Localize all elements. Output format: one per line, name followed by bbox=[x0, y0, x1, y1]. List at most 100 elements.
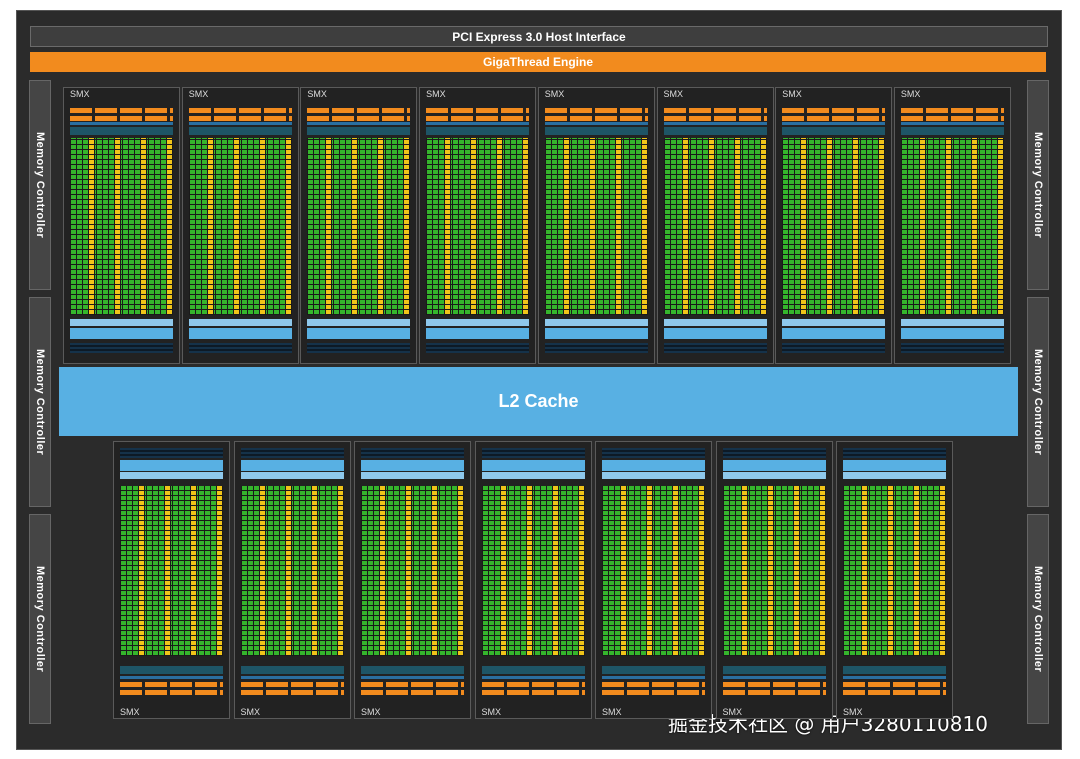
smx-orow bbox=[120, 690, 223, 695]
smx-cores bbox=[900, 138, 1004, 315]
smx-dark bbox=[900, 343, 1004, 353]
smx-orow bbox=[544, 116, 648, 121]
smx-tealbar bbox=[544, 127, 648, 135]
smx-orow bbox=[481, 690, 585, 695]
smx-dark bbox=[663, 343, 767, 353]
smx-cores bbox=[722, 486, 826, 656]
smx-trow bbox=[602, 676, 705, 679]
smx-bot-3: SMX bbox=[354, 441, 471, 719]
smx-label: SMX bbox=[70, 89, 90, 99]
smx-trow bbox=[481, 676, 585, 679]
smx-trow bbox=[426, 122, 530, 125]
smx-tealbar bbox=[602, 666, 705, 674]
smx-label: SMX bbox=[782, 89, 802, 99]
smx-cache2 bbox=[900, 328, 1004, 339]
smx-cache2 bbox=[544, 328, 648, 339]
smx-cores bbox=[120, 486, 223, 656]
smx-orow bbox=[602, 690, 705, 695]
smx-dark bbox=[188, 343, 292, 353]
smx-cache2 bbox=[426, 328, 530, 339]
smx-cache1 bbox=[307, 319, 411, 326]
smx-orow bbox=[307, 108, 411, 113]
smx-dark bbox=[240, 448, 344, 458]
smx-cache1 bbox=[361, 472, 464, 479]
smx-dark bbox=[307, 343, 411, 353]
smx-trow bbox=[70, 122, 173, 125]
smx-orow bbox=[722, 690, 826, 695]
smx-bot-5: SMX bbox=[595, 441, 712, 719]
smx-tealbar bbox=[426, 127, 530, 135]
smx-cache2 bbox=[782, 328, 886, 339]
smx-orow bbox=[843, 690, 946, 695]
smx-label: SMX bbox=[602, 707, 622, 717]
smx-trow bbox=[361, 676, 464, 679]
smx-orow bbox=[843, 682, 946, 687]
smx-orow bbox=[426, 116, 530, 121]
smx-orow bbox=[361, 682, 464, 687]
smx-cores bbox=[602, 486, 705, 656]
smx-cores bbox=[240, 486, 344, 656]
smx-cache1 bbox=[120, 472, 223, 479]
smx-orow bbox=[70, 108, 173, 113]
smx-tealbar bbox=[481, 666, 585, 674]
smx-cores bbox=[481, 486, 585, 656]
memory-controller-left-2: Memory Controller bbox=[29, 297, 51, 507]
smx-cache1 bbox=[782, 319, 886, 326]
smx-orow bbox=[240, 690, 344, 695]
smx-orow bbox=[426, 108, 530, 113]
smx-top-4: SMX bbox=[419, 87, 537, 364]
smx-cache2 bbox=[481, 460, 585, 471]
smx-bot-1: SMX bbox=[113, 441, 230, 719]
smx-label: SMX bbox=[120, 707, 140, 717]
smx-label: SMX bbox=[544, 89, 565, 99]
smx-cores bbox=[426, 138, 530, 315]
smx-cores bbox=[361, 486, 464, 656]
smx-cache2 bbox=[120, 460, 223, 471]
smx-dark bbox=[544, 343, 648, 353]
smx-trow bbox=[120, 676, 223, 679]
smx-trow bbox=[307, 122, 411, 125]
smx-orow bbox=[602, 682, 705, 687]
smx-label: SMX bbox=[663, 89, 684, 99]
smx-dark bbox=[426, 343, 530, 353]
smx-trow bbox=[722, 676, 826, 679]
smx-tealbar bbox=[900, 127, 1004, 135]
smx-tealbar bbox=[188, 127, 292, 135]
smx-dark bbox=[602, 448, 705, 458]
memory-controller-right-3: Memory Controller bbox=[1027, 514, 1049, 724]
smx-trow bbox=[900, 122, 1004, 125]
smx-tealbar bbox=[663, 127, 767, 135]
smx-label: SMX bbox=[307, 89, 327, 99]
smx-bot-7: SMX bbox=[836, 441, 953, 719]
smx-label: SMX bbox=[361, 707, 381, 717]
smx-cores bbox=[307, 138, 411, 315]
smx-cache1 bbox=[900, 319, 1004, 326]
smx-cache1 bbox=[663, 319, 767, 326]
smx-cache2 bbox=[722, 460, 826, 471]
smx-label: SMX bbox=[426, 89, 446, 99]
smx-tealbar bbox=[782, 127, 886, 135]
smx-top-1: SMX bbox=[63, 87, 180, 364]
smx-cache1 bbox=[544, 319, 648, 326]
smx-dark bbox=[782, 343, 886, 353]
smx-orow bbox=[663, 108, 767, 113]
smx-trow bbox=[544, 122, 648, 125]
smx-cores bbox=[843, 486, 946, 656]
smx-cores bbox=[70, 138, 173, 315]
smx-top-2: SMX bbox=[181, 87, 299, 364]
smx-label: SMX bbox=[843, 707, 863, 717]
smx-bot-4: SMX bbox=[474, 441, 592, 719]
smx-orow bbox=[722, 682, 826, 687]
l2-cache: L2 Cache bbox=[59, 367, 1018, 436]
smx-orow bbox=[240, 682, 344, 687]
smx-cache2 bbox=[843, 460, 946, 471]
smx-orow bbox=[307, 116, 411, 121]
gigathread-engine: GigaThread Engine bbox=[30, 52, 1046, 72]
smx-cache2 bbox=[663, 328, 767, 339]
smx-cache1 bbox=[426, 319, 530, 326]
smx-orow bbox=[900, 108, 1004, 113]
smx-orow bbox=[361, 690, 464, 695]
smx-label: SMX bbox=[481, 707, 502, 717]
smx-label: SMX bbox=[722, 707, 743, 717]
smx-dark bbox=[843, 448, 946, 458]
